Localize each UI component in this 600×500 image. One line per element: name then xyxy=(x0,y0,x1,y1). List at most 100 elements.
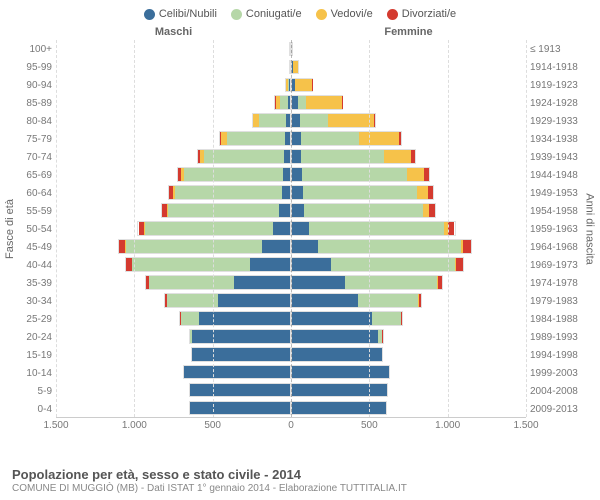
y-axis-left-title: Fasce di età xyxy=(4,199,16,259)
female-half xyxy=(291,237,526,255)
bar-segment xyxy=(218,294,290,307)
bar-segment xyxy=(331,258,455,271)
male-half xyxy=(56,399,291,417)
bar xyxy=(291,78,313,93)
legend-label: Vedovi/e xyxy=(331,8,373,20)
bar-segment xyxy=(279,204,290,217)
bar-segment xyxy=(407,168,424,181)
age-label: 55-59 xyxy=(12,202,56,220)
bar xyxy=(291,113,376,128)
x-ticks: 1.5001.00050005001.0001.500 xyxy=(56,420,526,434)
male-half xyxy=(56,309,291,327)
gridline xyxy=(134,40,135,417)
bar-segment xyxy=(286,114,290,127)
bar xyxy=(191,347,291,362)
bar xyxy=(189,383,291,398)
female-half xyxy=(291,399,526,417)
bar-segment xyxy=(345,276,438,289)
bar-segment xyxy=(181,312,199,325)
bar-segment xyxy=(292,150,301,163)
bar xyxy=(291,401,387,416)
male-half xyxy=(56,381,291,399)
x-tick-label: 1.000 xyxy=(122,420,147,431)
column-headers: Maschi Femmine xyxy=(12,26,588,38)
male-half xyxy=(56,76,291,94)
bar-segment xyxy=(175,186,281,199)
x-tick-label: 1.000 xyxy=(435,420,460,431)
bar xyxy=(183,365,291,380)
x-tick-label: 500 xyxy=(361,420,378,431)
male-half xyxy=(56,94,291,112)
bar-segment xyxy=(292,366,389,379)
female-half xyxy=(291,220,526,238)
male-half xyxy=(56,237,291,255)
bar-segment xyxy=(283,168,290,181)
plot-area xyxy=(56,40,526,418)
bar-segment xyxy=(168,204,279,217)
legend: Celibi/NubiliConiugati/eVedovi/eDivorzia… xyxy=(12,8,588,20)
bar-segment xyxy=(463,240,470,253)
x-tick-label: 0 xyxy=(288,420,294,431)
bar-segment xyxy=(292,222,309,235)
pyramid-row xyxy=(56,148,526,166)
pyramid-row xyxy=(56,112,526,130)
bar xyxy=(197,149,291,164)
bar-segment xyxy=(292,114,300,127)
pyramid-row xyxy=(56,399,526,417)
bar xyxy=(145,275,291,290)
bar-segment xyxy=(292,132,301,145)
birth-year-label: 2004-2008 xyxy=(526,382,588,400)
male-half xyxy=(56,148,291,166)
bar-segment xyxy=(438,276,442,289)
bar xyxy=(118,239,291,254)
bar xyxy=(291,131,402,146)
age-label: 90-94 xyxy=(12,76,56,94)
header-female: Femmine xyxy=(291,26,526,38)
birth-year-label: 1984-1988 xyxy=(526,310,588,328)
bar-segment xyxy=(292,384,387,397)
bar-segment xyxy=(303,186,417,199)
header-male: Maschi xyxy=(56,26,291,38)
pyramid-row xyxy=(56,220,526,238)
male-half xyxy=(56,58,291,76)
x-tick-label: 500 xyxy=(204,420,221,431)
age-label: 15-19 xyxy=(12,346,56,364)
bar-segment xyxy=(359,132,398,145)
legend-item: Coniugati/e xyxy=(231,8,302,20)
age-label: 5-9 xyxy=(12,382,56,400)
age-label: 75-79 xyxy=(12,130,56,148)
female-half xyxy=(291,255,526,273)
bar-segment xyxy=(273,222,290,235)
legend-swatch xyxy=(316,9,327,20)
female-half xyxy=(291,76,526,94)
chart-container: Celibi/NubiliConiugati/eVedovi/eDivorzia… xyxy=(0,0,600,500)
birth-year-label: 1919-1923 xyxy=(526,76,588,94)
bar xyxy=(219,131,291,146)
bar-segment xyxy=(298,96,306,109)
bar-segment xyxy=(282,186,290,199)
age-label: 95-99 xyxy=(12,58,56,76)
bar xyxy=(291,203,436,218)
pyramid-row xyxy=(56,345,526,363)
age-label: 0-4 xyxy=(12,400,56,418)
male-half xyxy=(56,291,291,309)
chart-footer: Popolazione per età, sesso e stato civil… xyxy=(12,467,588,494)
bar-segment xyxy=(292,204,304,217)
bar-segment xyxy=(302,168,407,181)
age-label: 65-69 xyxy=(12,166,56,184)
age-label: 35-39 xyxy=(12,274,56,292)
bar-segment xyxy=(328,114,374,127)
birth-year-label: 1954-1958 xyxy=(526,202,588,220)
female-half xyxy=(291,166,526,184)
birth-year-label: ≤ 1913 xyxy=(526,40,588,58)
y-axis-right-title: Anni di nascita xyxy=(584,193,596,265)
birth-year-label: 2009-2013 xyxy=(526,400,588,418)
birth-year-label: 1929-1933 xyxy=(526,112,588,130)
bar-segment xyxy=(250,258,290,271)
bar-segment xyxy=(292,294,358,307)
bar xyxy=(137,221,291,236)
bar-segment xyxy=(401,312,402,325)
female-half xyxy=(291,309,526,327)
bar-segment xyxy=(301,150,384,163)
bar-segment xyxy=(292,330,378,343)
